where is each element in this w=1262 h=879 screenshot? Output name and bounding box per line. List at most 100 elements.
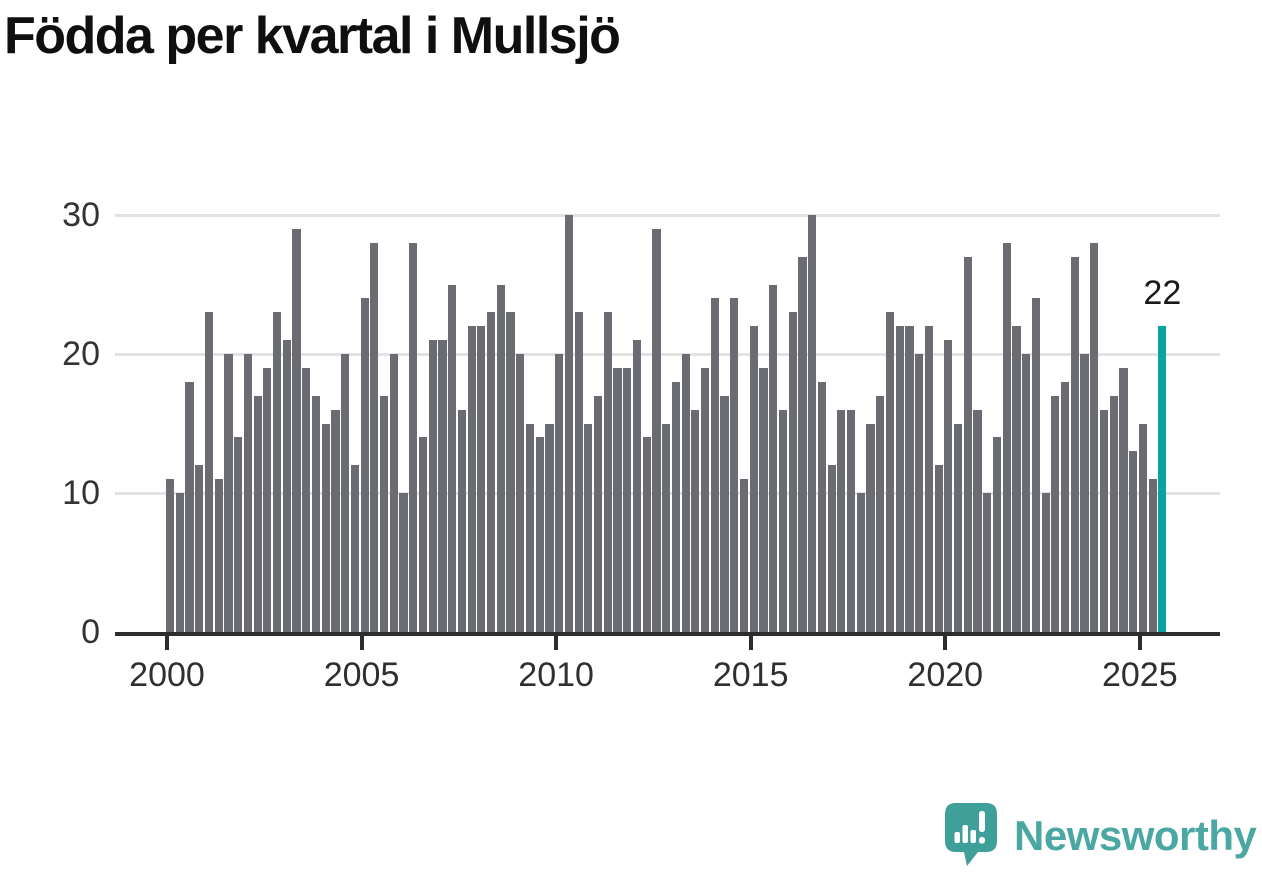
bar: [331, 409, 340, 632]
bar: [175, 493, 184, 632]
bar: [963, 256, 972, 632]
x-tick-label-2025: 2025: [1101, 656, 1178, 694]
bar: [1031, 298, 1040, 632]
bar: [1138, 423, 1147, 632]
bar: [428, 340, 437, 632]
bar: [652, 228, 661, 632]
bar: [516, 354, 525, 632]
x-tick-2015: [748, 632, 753, 650]
bar: [924, 326, 933, 632]
bar: [632, 340, 642, 632]
bar: [817, 381, 826, 632]
bar: [438, 340, 447, 632]
bar: [1109, 395, 1118, 632]
bar: [574, 312, 583, 632]
bar: [778, 409, 788, 632]
bar: [983, 493, 992, 632]
bar: [885, 312, 895, 632]
newsworthy-logo-text: Newsworthy: [1014, 812, 1257, 859]
bar: [798, 256, 807, 632]
bar: [681, 354, 690, 632]
x-tick-2000: [165, 632, 169, 650]
bar: [545, 423, 554, 632]
bar: [730, 298, 739, 632]
gridline-30: [115, 213, 1220, 217]
x-tick-label-2005: 2005: [323, 656, 400, 694]
bar: [496, 284, 505, 632]
bar: [720, 395, 729, 632]
bar: [1022, 354, 1031, 632]
chart-title: Födda per kvartal i Mullsjö: [4, 7, 621, 65]
bar: [866, 423, 875, 632]
bar: [1051, 395, 1060, 632]
bar: [350, 465, 360, 632]
x-tick-2010: [554, 632, 559, 650]
bar: [837, 409, 846, 632]
bar: [243, 354, 252, 632]
bar: [302, 367, 311, 632]
bar: [535, 437, 544, 632]
bar: [915, 354, 924, 632]
bar: [603, 312, 612, 632]
bar: [204, 312, 214, 632]
bar: [856, 493, 865, 632]
bar: [710, 298, 719, 632]
bar: [506, 312, 515, 632]
bar: [1002, 242, 1011, 632]
bar: [944, 340, 953, 632]
bar: [1070, 256, 1079, 632]
bar: [808, 215, 817, 632]
x-tick-2005: [359, 632, 364, 650]
bar: [1041, 493, 1050, 632]
bar: [555, 354, 564, 632]
bar: [525, 423, 535, 632]
bar: [992, 437, 1002, 632]
bar: [467, 326, 476, 632]
bar: [662, 423, 671, 632]
newsworthy-logo-link[interactable]: Newsworthy: [944, 802, 1257, 870]
x-axis-line: [115, 632, 1220, 636]
x-tick-2025: [1137, 632, 1142, 650]
bar: [564, 215, 574, 632]
bar: [613, 367, 622, 632]
bar: [905, 326, 914, 632]
bar: [409, 242, 418, 632]
bar: [759, 367, 768, 632]
bar: [389, 354, 398, 632]
bar: [876, 395, 885, 632]
bar: [1148, 479, 1157, 632]
bar: [769, 284, 778, 632]
bar: [953, 423, 963, 632]
bar: [1080, 354, 1089, 632]
x-tick-label-2010: 2010: [518, 656, 594, 694]
bar: [234, 437, 243, 632]
bar: [749, 326, 758, 632]
bar: [457, 409, 467, 632]
bar: [623, 367, 632, 632]
bar: [292, 228, 301, 632]
bar: [1129, 451, 1138, 632]
bar: [214, 479, 223, 632]
x-tick-2020: [943, 632, 948, 650]
bar: [477, 326, 486, 632]
bar: [584, 423, 593, 632]
bar: [195, 465, 204, 632]
gridline-20: [115, 352, 1220, 356]
bar: [418, 437, 428, 632]
bar: [1012, 326, 1021, 632]
bar: [827, 465, 836, 632]
bar: [360, 298, 369, 632]
x-tick-label-2000: 2000: [129, 656, 205, 694]
x-tick-label-2015: 2015: [712, 656, 789, 694]
bar: [370, 242, 379, 632]
bar: [739, 479, 749, 632]
bar: [263, 367, 272, 632]
bar: [166, 479, 175, 632]
y-tick-label-30: 30: [62, 196, 100, 234]
bar: [448, 284, 457, 632]
bar: [671, 381, 681, 632]
x-tick-label-2020: 2020: [907, 656, 984, 694]
highlight-value-label: 22: [1143, 274, 1182, 312]
bar: [691, 409, 700, 632]
bar: [399, 493, 408, 632]
